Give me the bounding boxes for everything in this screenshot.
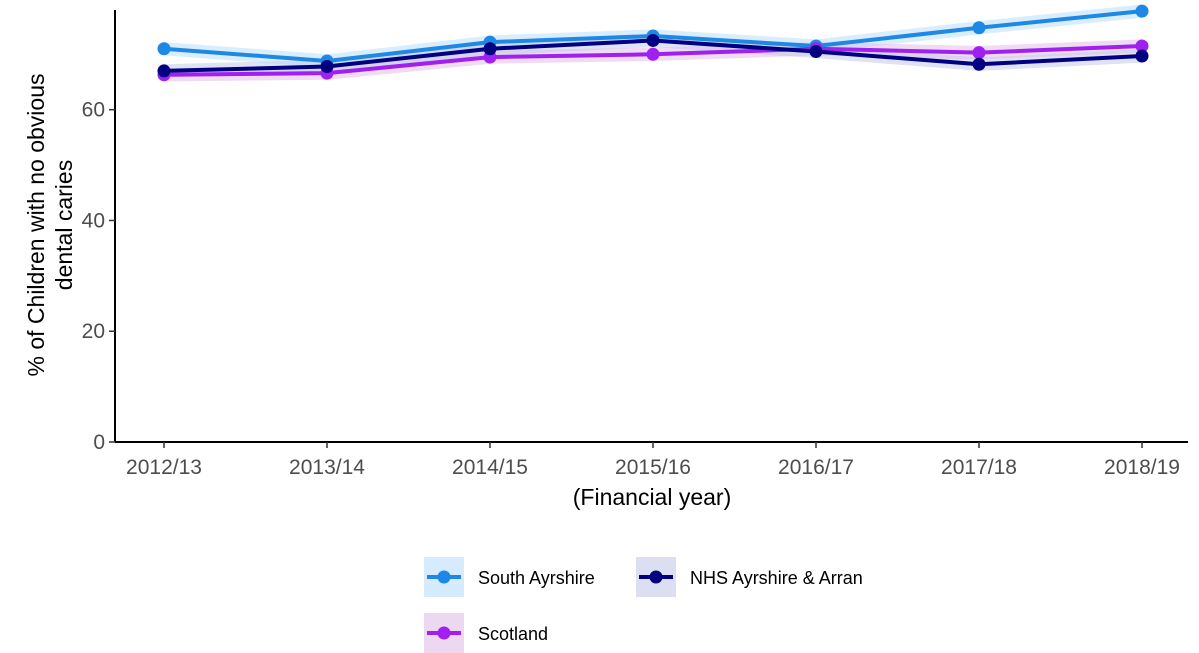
data-point bbox=[483, 42, 497, 56]
legend-key-point bbox=[437, 570, 451, 584]
x-tick-label: 2014/15 bbox=[452, 456, 528, 479]
legend-item: Scotland bbox=[424, 613, 548, 653]
y-axis-title-line-1: % of Children with no obvious bbox=[23, 74, 49, 377]
x-tick-label: 2012/13 bbox=[126, 456, 202, 479]
data-point bbox=[1135, 4, 1149, 18]
y-tick-label: 60 bbox=[82, 99, 105, 122]
data-point bbox=[1135, 39, 1149, 53]
x-tick-label: 2015/16 bbox=[615, 456, 691, 479]
data-point bbox=[972, 57, 986, 71]
legend-item: South Ayrshire bbox=[424, 557, 595, 597]
y-tick-label: 40 bbox=[82, 209, 105, 232]
y-axis-title-line-2: dental caries bbox=[51, 160, 77, 290]
data-point bbox=[646, 33, 660, 47]
data-point bbox=[972, 21, 986, 35]
x-tick-label: 2016/17 bbox=[778, 456, 854, 479]
y-tick-label: 20 bbox=[82, 320, 105, 343]
legend-label: NHS Ayrshire & Arran bbox=[690, 568, 863, 588]
legend: South Ayrshire NHS Ayrshire & Arran Scotla… bbox=[424, 557, 863, 653]
data-point bbox=[1135, 49, 1149, 63]
data-point bbox=[157, 64, 171, 78]
data-point bbox=[646, 47, 660, 61]
data-point bbox=[157, 42, 171, 56]
x-tick-label: 2017/18 bbox=[941, 456, 1017, 479]
legend-label: Scotland bbox=[478, 624, 548, 644]
x-tick-label: 2013/14 bbox=[289, 456, 365, 479]
y-axis-title: % of Children with no obvious dental car… bbox=[23, 74, 77, 377]
legend-key-point bbox=[649, 570, 663, 584]
y-tick-label: 0 bbox=[93, 431, 105, 454]
x-axis-title: (Financial year) bbox=[573, 484, 732, 510]
legend-item: NHS Ayrshire & Arran bbox=[636, 557, 863, 597]
legend-key-point bbox=[437, 626, 451, 640]
data-point bbox=[809, 45, 823, 59]
x-tick-label: 2018/19 bbox=[1104, 456, 1180, 479]
data-point bbox=[320, 59, 334, 73]
data-point bbox=[972, 46, 986, 60]
legend-label: South Ayrshire bbox=[478, 568, 595, 588]
